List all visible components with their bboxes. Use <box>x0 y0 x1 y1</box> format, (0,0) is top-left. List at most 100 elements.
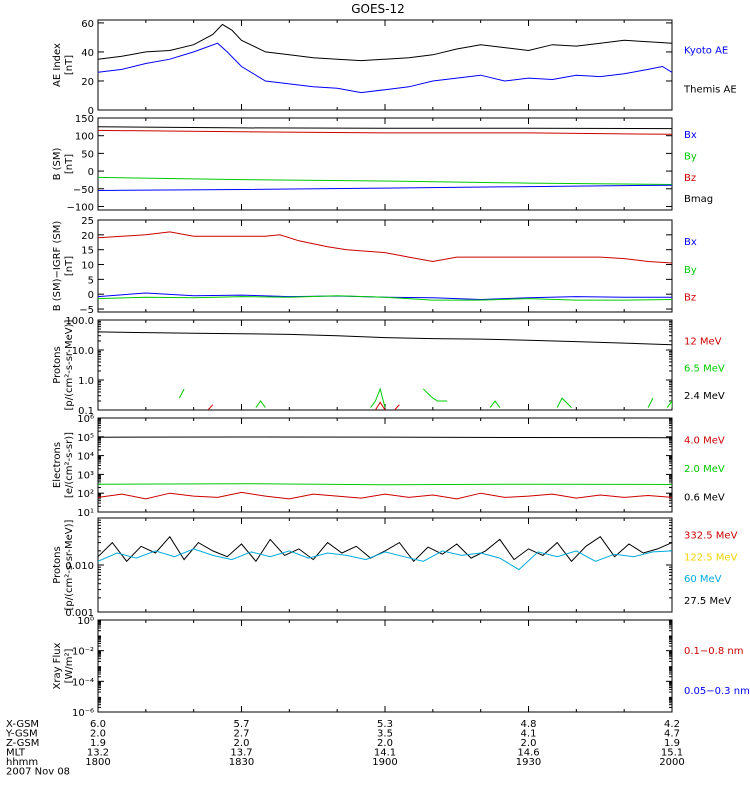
y-axis-label: [p/(cm²-s-sr-MeV)] <box>64 319 75 410</box>
y-axis-label: [nT] <box>64 55 75 75</box>
x-table-row-label: hhmm <box>6 757 38 768</box>
panel-bigrf: −5 0 5 10 15 20 25 B (SM)−IGRF (SM) [nT] Bx By Bz <box>52 216 697 316</box>
series-segment <box>255 400 266 408</box>
legend-entry: Themis AE <box>683 84 737 95</box>
plot-title: GOES-12 <box>351 2 405 16</box>
y-tick-label: 10 <box>81 261 94 272</box>
series-line-0 <box>98 436 672 439</box>
panel-xray: 10⁻⁶ 10⁻⁴ 10⁻² 10⁰ Xray Flux [W/m²] 0.1−0.8 nm… <box>52 616 750 719</box>
series-line-0 <box>98 126 672 130</box>
y-tick-label: 10⁻⁶ <box>72 708 94 719</box>
y-tick-label: 0.010 <box>65 561 94 572</box>
x-table-value: 13.2 <box>87 748 109 759</box>
y-tick-label: −50 <box>73 185 94 196</box>
series-line-1 <box>98 129 672 135</box>
y-axis-label: B (SM) <box>52 147 63 180</box>
x-table-value: 2.0 <box>521 738 537 749</box>
y-tick-label: 60 <box>81 19 94 30</box>
x-table-row-label: Y-GSM <box>5 729 38 740</box>
panel-frame <box>97 19 673 111</box>
series-line-3 <box>98 184 672 191</box>
legend-entry: 122.5 MeV <box>684 552 738 563</box>
x-table-value: 1830 <box>229 757 254 768</box>
x-table-row-label: Z-GSM <box>6 738 39 749</box>
y-axis-label: Protons <box>52 346 63 383</box>
legend-entry: 0.1−0.8 nm <box>684 646 743 657</box>
series-segment <box>178 388 185 399</box>
panel-ae: 0 20 40 60 AE Index [nT] Kyoto AE Themis AE <box>52 19 737 117</box>
legend-entry: By <box>684 265 697 276</box>
series-line-0 <box>98 23 672 62</box>
x-table-value: 1930 <box>516 757 541 768</box>
y-tick-label: 0 <box>88 290 94 301</box>
y-tick-label: 10.0 <box>72 346 94 357</box>
panel-electrons: 10¹ 10² 10³ 10⁴ 10⁵ 10⁶ Electrons [e/(cm²-s-sr)… <box>52 414 725 519</box>
legend-entry: 332.5 MeV <box>684 530 738 541</box>
y-axis-label: [nT] <box>64 256 75 276</box>
x-table-value: 4.2 <box>664 719 680 730</box>
x-table-value: 1900 <box>372 757 397 768</box>
legend-entry: By <box>684 151 697 162</box>
panel-frame <box>97 619 673 713</box>
series-segment <box>666 400 672 408</box>
x-table-value: 6.0 <box>90 719 106 730</box>
y-tick-label: 150 <box>75 114 94 125</box>
y-axis-label: [W/m²] <box>64 648 75 683</box>
y-tick-label: 0.001 <box>65 608 94 619</box>
legend-entry: 12 MeV <box>684 336 722 347</box>
panel-frame <box>97 117 673 211</box>
panel-protons1: 0.1 1.0 10.0 100.0 Protons [p/(cm²-s-sr-MeV)]… <box>52 316 725 417</box>
x-table-value: 2.0 <box>234 738 250 749</box>
legend-entry: Kyoto AE <box>684 45 728 56</box>
y-tick-label: 10⁻⁴ <box>72 677 94 688</box>
x-table-value: 4.1 <box>521 729 537 740</box>
x-table-value: 15.1 <box>661 748 683 759</box>
y-axis-label: Electrons <box>52 442 63 488</box>
y-tick-label: 25 <box>81 216 94 227</box>
legend-entry: 27.5 MeV <box>684 596 731 607</box>
series-line-2 <box>98 295 672 301</box>
y-tick-label: 0 <box>88 167 94 178</box>
series-segment <box>374 401 386 410</box>
panel-frame <box>97 417 673 513</box>
legend-entry: 60 MeV <box>684 574 722 585</box>
series-line-0 <box>98 331 672 346</box>
y-axis-label: B (SM)−IGRF (SM) <box>52 221 63 312</box>
series-line-0 <box>98 535 672 563</box>
series-line-0 <box>98 231 672 264</box>
series-line-1 <box>98 483 672 486</box>
x-axis-table: X-GSM 6.0 5.7 5.3 4.8 4.2Y-GSM 2.0 2.7 3.5 4.1 4.7… <box>5 719 685 778</box>
legend-entry: Bx <box>684 130 697 141</box>
series-segment <box>207 404 214 410</box>
series-line-1 <box>98 548 672 571</box>
x-table-value: 2.7 <box>234 729 250 740</box>
x-table-row-label: MLT <box>6 748 26 759</box>
y-tick-label: 0 <box>88 106 94 117</box>
series-line-1 <box>98 42 672 94</box>
legend-entry: Bmag <box>684 194 713 205</box>
y-tick-label: 10⁰ <box>77 616 94 627</box>
y-tick-label: 10⁵ <box>77 433 94 444</box>
legend-entry: 6.5 MeV <box>684 364 725 375</box>
y-tick-label: 10⁻² <box>72 647 94 658</box>
legend-entry: Bz <box>684 293 696 304</box>
x-table-row-label: X-GSM <box>6 719 39 730</box>
series-segment <box>489 400 501 408</box>
panel-frame <box>97 219 673 313</box>
y-tick-label: −5 <box>79 305 94 316</box>
legend-entry: 2.4 MeV <box>684 391 725 402</box>
y-tick-label: −100 <box>67 202 94 213</box>
y-tick-label: 5 <box>88 275 94 286</box>
y-tick-label: 10² <box>77 489 94 500</box>
series-segment <box>394 404 400 410</box>
x-table-value: 5.7 <box>234 719 250 730</box>
y-axis-label: [e/(cm²-s-sr)] <box>64 432 75 498</box>
series-line-2 <box>98 491 672 500</box>
y-tick-label: 10⁶ <box>77 414 94 425</box>
legend-entry: 2.0 MeV <box>684 464 725 475</box>
y-tick-label: 40 <box>81 48 94 59</box>
y-tick-label: 0.1 <box>78 406 94 417</box>
